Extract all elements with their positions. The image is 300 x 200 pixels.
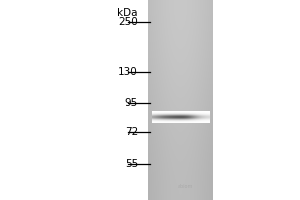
Text: 72: 72 <box>125 127 138 137</box>
Text: 250: 250 <box>118 17 138 27</box>
Text: 55: 55 <box>125 159 138 169</box>
Text: 95: 95 <box>125 98 138 108</box>
Text: 130: 130 <box>118 67 138 77</box>
Text: abiom: abiom <box>177 184 193 190</box>
Text: kDa: kDa <box>118 8 138 18</box>
